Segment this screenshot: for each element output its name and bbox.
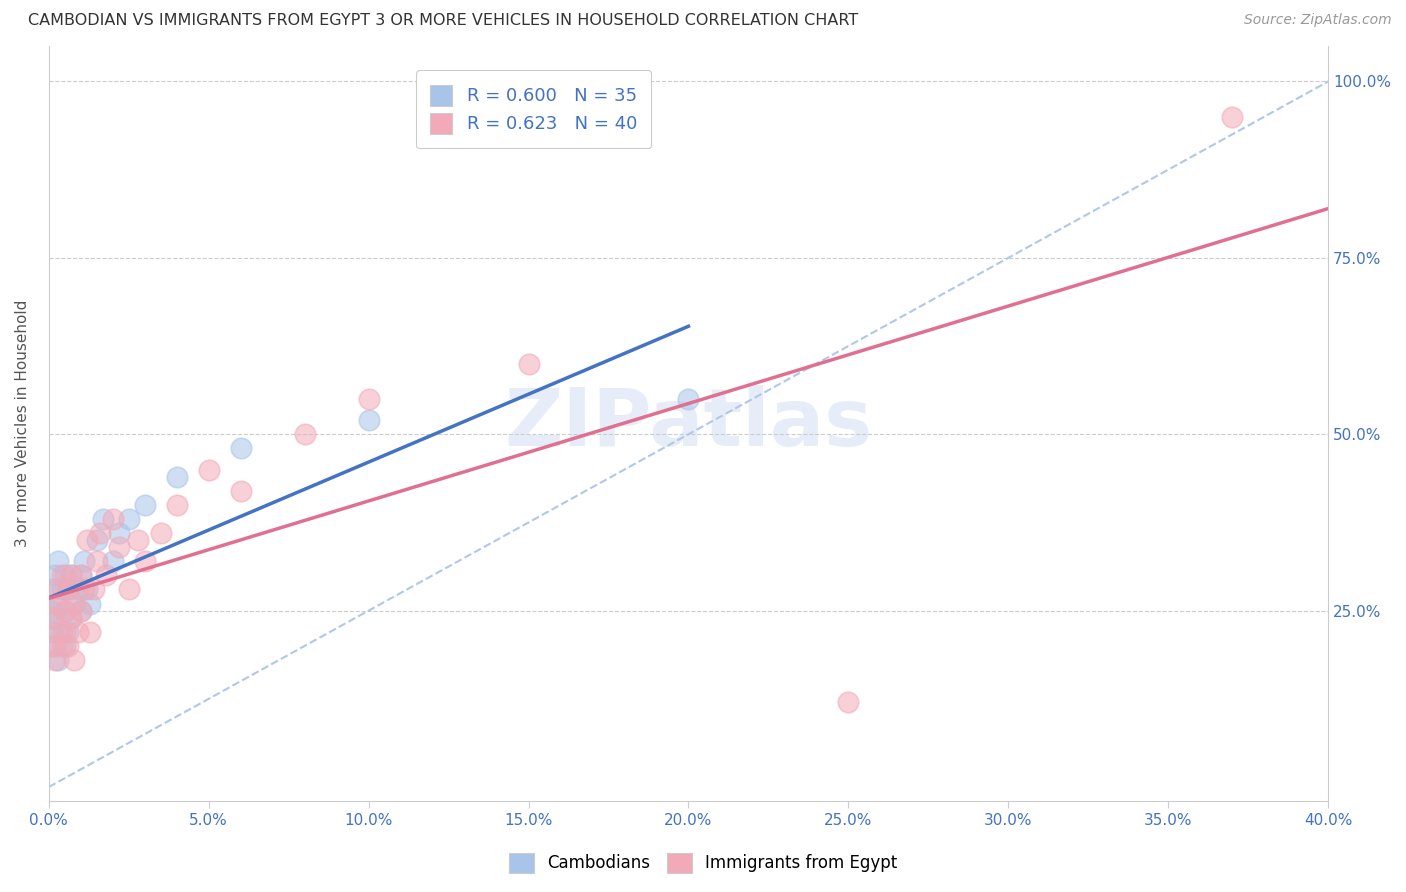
Point bbox=[60, 568, 83, 582]
Point bbox=[294, 427, 316, 442]
Point bbox=[91, 512, 114, 526]
Point bbox=[46, 597, 69, 611]
Point bbox=[44, 610, 66, 624]
Point bbox=[108, 526, 131, 541]
Point bbox=[357, 413, 380, 427]
Point bbox=[53, 639, 76, 653]
Point bbox=[357, 392, 380, 406]
Point bbox=[73, 554, 96, 568]
Point bbox=[108, 540, 131, 554]
Point bbox=[44, 597, 66, 611]
Point bbox=[44, 653, 66, 667]
Point bbox=[101, 512, 124, 526]
Point bbox=[89, 526, 111, 541]
Point bbox=[229, 442, 252, 456]
Point bbox=[46, 624, 69, 639]
Point bbox=[53, 624, 76, 639]
Point bbox=[229, 483, 252, 498]
Point bbox=[51, 582, 73, 597]
Point bbox=[149, 526, 172, 541]
Point bbox=[166, 469, 188, 483]
Point bbox=[76, 533, 98, 547]
Point bbox=[53, 568, 76, 582]
Point bbox=[83, 582, 105, 597]
Point bbox=[69, 568, 91, 582]
Point bbox=[517, 357, 540, 371]
Point bbox=[197, 462, 219, 476]
Point bbox=[44, 639, 66, 653]
Point bbox=[53, 604, 76, 618]
Point bbox=[56, 582, 79, 597]
Point bbox=[56, 639, 79, 653]
Point bbox=[118, 582, 141, 597]
Point bbox=[1220, 110, 1243, 124]
Point bbox=[46, 653, 69, 667]
Point bbox=[41, 604, 63, 618]
Point bbox=[41, 582, 63, 597]
Point bbox=[63, 597, 86, 611]
Point bbox=[41, 610, 63, 624]
Point bbox=[53, 604, 76, 618]
Point bbox=[678, 392, 700, 406]
Point bbox=[66, 624, 89, 639]
Point bbox=[86, 554, 108, 568]
Point bbox=[166, 498, 188, 512]
Legend: Cambodians, Immigrants from Egypt: Cambodians, Immigrants from Egypt bbox=[502, 847, 904, 880]
Point bbox=[86, 533, 108, 547]
Point bbox=[127, 533, 149, 547]
Point bbox=[51, 624, 73, 639]
Point bbox=[46, 582, 69, 597]
Point bbox=[69, 568, 91, 582]
Point bbox=[837, 695, 859, 709]
Point bbox=[96, 568, 118, 582]
Point bbox=[41, 639, 63, 653]
Legend: R = 0.600   N = 35, R = 0.623   N = 40: R = 0.600 N = 35, R = 0.623 N = 40 bbox=[416, 70, 651, 148]
Point bbox=[101, 554, 124, 568]
Point bbox=[51, 639, 73, 653]
Point bbox=[134, 554, 156, 568]
Point bbox=[46, 554, 69, 568]
Point bbox=[60, 568, 83, 582]
Point bbox=[56, 582, 79, 597]
Point bbox=[76, 582, 98, 597]
Point bbox=[118, 512, 141, 526]
Text: ZIPatlas: ZIPatlas bbox=[505, 384, 873, 463]
Point bbox=[51, 568, 73, 582]
Point bbox=[60, 610, 83, 624]
Point bbox=[56, 624, 79, 639]
Y-axis label: 3 or more Vehicles in Household: 3 or more Vehicles in Household bbox=[15, 300, 30, 548]
Point bbox=[79, 624, 101, 639]
Point bbox=[66, 582, 89, 597]
Point bbox=[63, 653, 86, 667]
Point bbox=[79, 597, 101, 611]
Text: Source: ZipAtlas.com: Source: ZipAtlas.com bbox=[1244, 13, 1392, 28]
Point bbox=[69, 604, 91, 618]
Text: CAMBODIAN VS IMMIGRANTS FROM EGYPT 3 OR MORE VEHICLES IN HOUSEHOLD CORRELATION C: CAMBODIAN VS IMMIGRANTS FROM EGYPT 3 OR … bbox=[28, 13, 859, 29]
Point bbox=[41, 624, 63, 639]
Point bbox=[60, 610, 83, 624]
Point bbox=[69, 604, 91, 618]
Point bbox=[73, 582, 96, 597]
Point bbox=[63, 597, 86, 611]
Point bbox=[44, 568, 66, 582]
Point bbox=[134, 498, 156, 512]
